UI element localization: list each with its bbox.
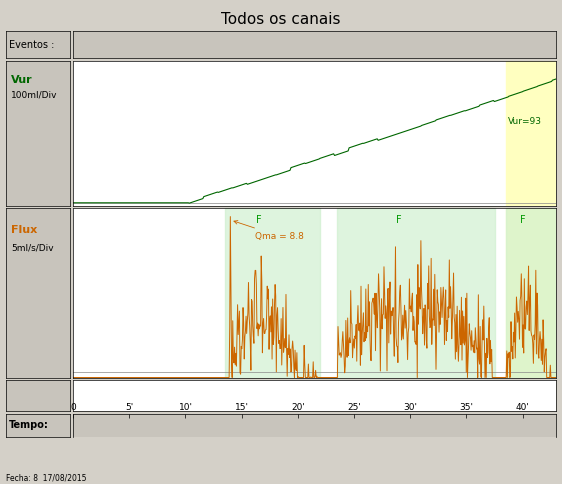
Text: 100ml/Div: 100ml/Div [11, 91, 57, 100]
Text: Todos os canais: Todos os canais [221, 12, 341, 27]
Text: Eventos :: Eventos : [9, 40, 54, 50]
Bar [506, 208, 556, 378]
Text: Tempo:: Tempo: [9, 421, 49, 430]
Text: 5ml/s/Div: 5ml/s/Div [11, 243, 53, 253]
Text: F: F [520, 215, 525, 225]
Text: Flux: Flux [11, 225, 37, 235]
Text: F: F [256, 215, 261, 225]
Text: Vur: Vur [11, 75, 33, 85]
Bar [225, 208, 320, 378]
Text: F: F [396, 215, 402, 225]
Text: Qma = 8.8: Qma = 8.8 [234, 221, 303, 241]
Text: Fecha: 8  17/08/2015: Fecha: 8 17/08/2015 [6, 473, 86, 483]
Bar [337, 208, 495, 378]
Text: Vur=93: Vur=93 [508, 117, 542, 126]
Bar [506, 208, 556, 378]
Bar [506, 60, 556, 206]
